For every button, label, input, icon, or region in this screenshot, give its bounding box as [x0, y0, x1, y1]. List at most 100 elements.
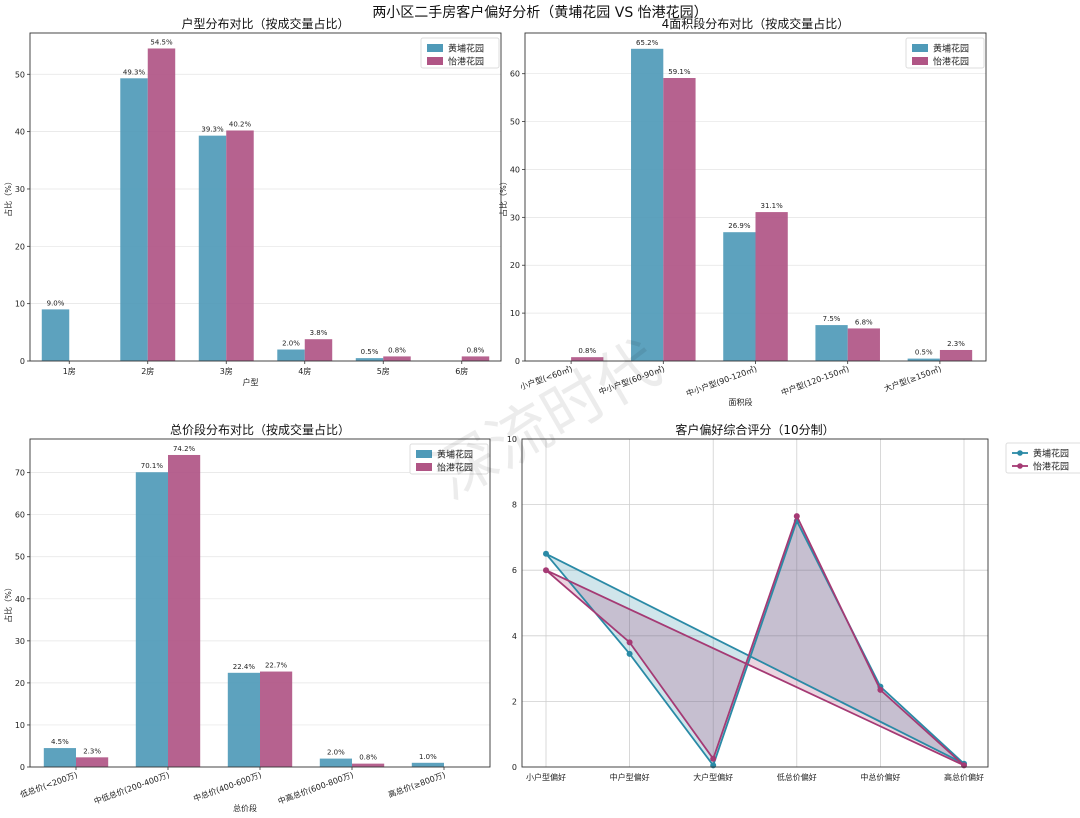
bar-1-3	[723, 232, 756, 361]
y-tick-label: 30	[15, 185, 25, 194]
y-tick-label: 0	[512, 763, 517, 772]
legend-swatch-2	[912, 57, 928, 65]
x-tick-label: 高总价偏好	[944, 772, 984, 782]
bar-1-4	[815, 325, 848, 361]
legend-marker-1	[1017, 450, 1023, 456]
data-label: 0.8%	[359, 754, 377, 762]
plot-frame	[521, 438, 989, 768]
point-2-1	[543, 567, 549, 574]
point-2-4	[793, 513, 800, 520]
bar-2-4	[304, 339, 333, 361]
data-label: 2.0%	[282, 340, 300, 348]
y-tick-label: 10	[15, 300, 25, 309]
data-label: 9.0%	[47, 299, 65, 307]
bar-1-5	[411, 762, 444, 767]
y-axis-label: 占比（%）	[3, 177, 13, 217]
x-tick-label: 大户型(≥150㎡)	[883, 363, 943, 393]
data-label: 70.1%	[141, 462, 164, 470]
y-tick-label: 0	[20, 357, 25, 366]
data-label: 65.2%	[636, 39, 659, 47]
legend-label-2: 怡港花园	[933, 56, 969, 68]
chart-title-3: 总价段分布对比（按成交量占比）	[170, 422, 350, 437]
y-axis-label: 占比（%）	[3, 583, 13, 623]
data-label: 2.3%	[947, 340, 965, 348]
data-label: 3.8%	[310, 329, 328, 337]
bar-2-6	[461, 356, 490, 361]
bar-2-2	[663, 78, 696, 361]
y-tick-label: 70	[15, 469, 25, 478]
x-tick-label: 2房	[141, 366, 154, 376]
plot-frame	[29, 32, 502, 362]
chart-title-1: 户型分布对比（按成交量占比）	[181, 16, 349, 31]
x-tick-label: 6房	[455, 366, 468, 376]
bar-2-2	[147, 48, 176, 362]
bar-2-3	[260, 671, 293, 767]
point-2-2	[626, 639, 633, 646]
chart-title-2: 4面积段分布对比（按成交量占比）	[662, 16, 850, 31]
legend-label-1: 黄埔花园	[933, 43, 969, 55]
data-label: 4.5%	[51, 738, 69, 746]
bar-1-1	[43, 748, 76, 767]
x-tick-label: 1房	[63, 366, 76, 376]
y-tick-label: 0	[20, 763, 25, 772]
x-tick-label: 中高总价(600-800万)	[276, 769, 354, 806]
x-tick-label: 大户型偏好	[693, 772, 733, 782]
y-tick-label: 10	[507, 435, 517, 444]
y-tick-label: 40	[15, 128, 25, 137]
x-tick-label: 5房	[377, 366, 390, 376]
data-label: 0.5%	[915, 349, 933, 357]
y-tick-label: 20	[15, 679, 25, 688]
bar-2-1	[76, 757, 109, 767]
x-tick-label: 高总价(≥800万)	[387, 769, 447, 799]
legend-swatch-1	[427, 44, 443, 52]
bar-1-2	[631, 48, 664, 362]
point-2-3	[710, 755, 717, 762]
data-label: 39.3%	[201, 126, 224, 134]
data-label: 22.7%	[265, 662, 288, 670]
y-tick-label: 60	[510, 70, 520, 79]
x-tick-label: 中小户型(60-90㎡)	[597, 363, 666, 396]
bar-2-3	[755, 212, 788, 361]
y-tick-label: 10	[15, 721, 25, 730]
bar-1-3	[227, 672, 260, 767]
bar-1-4	[277, 349, 305, 361]
data-label: 2.0%	[327, 749, 345, 757]
x-tick-label: 3房	[220, 366, 233, 376]
x-axis-label: 总价段	[233, 803, 257, 813]
bar-1-4	[319, 758, 352, 767]
data-label: 54.5%	[150, 38, 173, 46]
point-1-2	[626, 650, 633, 657]
legend-swatch-2	[416, 463, 432, 471]
bar-2-5	[939, 349, 973, 361]
bar-2-1	[571, 357, 604, 361]
legend-label-1: 黄埔花园	[437, 449, 473, 461]
point-1-1	[543, 550, 549, 557]
y-tick-label: 30	[510, 213, 520, 222]
legend-swatch-1	[416, 450, 432, 458]
x-tick-label: 小户型(<60㎡)	[519, 363, 574, 391]
x-tick-label: 中总价偏好	[860, 772, 900, 782]
point-2-5	[877, 686, 884, 693]
y-tick-label: 20	[15, 242, 25, 251]
x-axis-label: 面积段	[729, 397, 753, 407]
y-tick-label: 2	[512, 697, 517, 706]
bar-1-1	[41, 309, 70, 361]
y-tick-label: 50	[15, 70, 25, 79]
data-label: 1.0%	[419, 753, 437, 761]
data-label: 49.3%	[123, 68, 146, 76]
y-tick-label: 60	[15, 511, 25, 520]
chart-title-4: 客户偏好综合评分（10分制）	[675, 422, 834, 437]
bar-1-5	[907, 358, 940, 361]
data-label: 22.4%	[233, 663, 256, 671]
legend-marker-2	[1017, 463, 1023, 469]
x-tick-label: 中低总价(200-400万)	[92, 769, 170, 806]
legend-swatch-2	[427, 57, 443, 65]
bar-2-4	[352, 763, 385, 767]
bar-2-2	[168, 454, 201, 767]
y-tick-label: 30	[15, 637, 25, 646]
x-tick-label: 低总价(<200万)	[19, 769, 79, 799]
legend-swatch-1	[912, 44, 928, 52]
y-tick-label: 4	[512, 632, 517, 641]
bar-2-3	[226, 130, 254, 361]
bar-1-3	[198, 135, 227, 361]
